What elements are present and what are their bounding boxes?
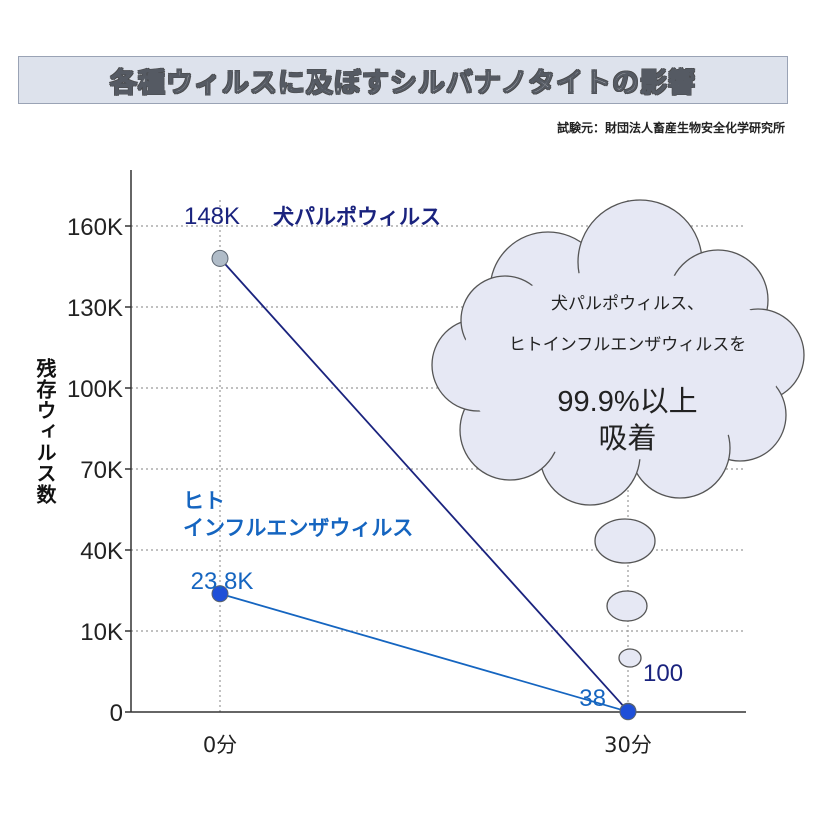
data-label: 100: [643, 660, 683, 687]
x-tick-label: 30分: [604, 733, 652, 757]
y-tick-label: 160K: [67, 214, 123, 241]
series-human-point: [619, 703, 637, 721]
series-name-label: インフルエンザウィルス: [183, 516, 413, 540]
series-dog-point: [211, 249, 229, 267]
cloud-bubble-medium: [606, 590, 648, 622]
series-name-label: 犬パルポウィルス: [273, 205, 441, 229]
y-axis-label: 残存ウィルス数: [33, 358, 57, 505]
data-label: 38: [579, 685, 606, 712]
series-dog-line: [219, 257, 629, 712]
callout-line-2: ヒトインフルエンザウィルスを: [508, 335, 747, 355]
title-bar: 各種ウィルスに及ぼすシルバナノタイトの影響: [18, 56, 788, 104]
y-tick-label: 0: [110, 700, 123, 727]
cloud-bubble-small: [618, 648, 642, 668]
series-layer: [211, 249, 637, 721]
y-tick-label: 70K: [80, 457, 123, 484]
page-title: 各種ウィルスに及ぼすシルバナノタイトの影響: [109, 67, 697, 99]
y-tick-label: 40K: [80, 538, 123, 565]
callout-line-1: 犬パルポウィルス、: [551, 294, 704, 314]
source-note: 試験元：財団法人畜産生物安全化学研究所: [556, 121, 785, 135]
callout-line-3: 99.9%以上: [557, 386, 698, 418]
series-human-point: [211, 585, 229, 603]
axes: 0 10K 40K 70K 100K 130K 160K 0分 30分: [67, 170, 746, 757]
y-tick-label: 130K: [67, 295, 123, 322]
cloud-fill: [460, 270, 780, 460]
y-tick-label: 100K: [67, 376, 123, 403]
callout-line-4: 吸着: [598, 421, 657, 455]
cloud-bubble-large: [594, 518, 656, 564]
series-human-line: [219, 592, 629, 713]
y-tick-label: 10K: [80, 619, 123, 646]
thought-cloud: [431, 199, 805, 668]
x-tick-label: 0分: [203, 733, 237, 757]
series-name-label: ヒト: [183, 489, 225, 513]
cloud-shape: [431, 199, 805, 506]
data-label: 148K: [184, 203, 240, 230]
data-label: 23.8K: [191, 568, 254, 595]
